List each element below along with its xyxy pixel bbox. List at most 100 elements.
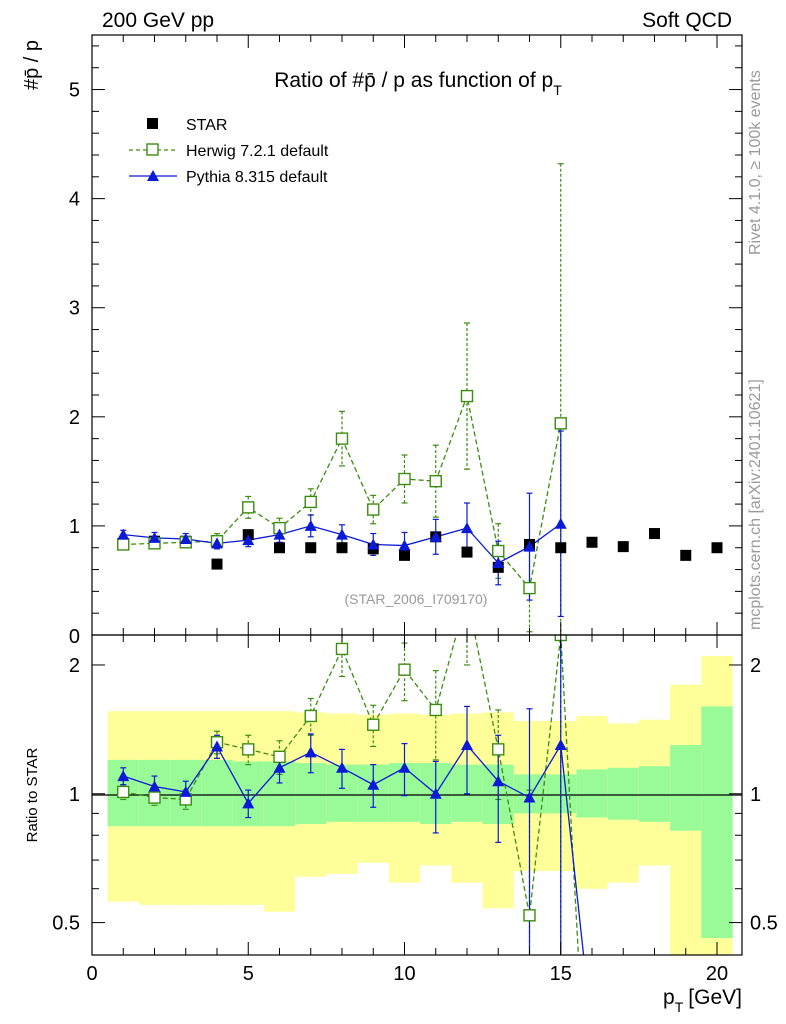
ratio-uncertainty-bands (107, 655, 733, 955)
x-axis-label-unit: [GeV] (688, 986, 742, 1009)
star-point (336, 542, 348, 554)
main-plot-layer (117, 163, 723, 635)
ratio-pythia-point (179, 785, 192, 797)
header-right: Soft QCD (642, 9, 732, 32)
star-point (711, 542, 723, 554)
ratio-band-inner (701, 706, 733, 939)
legend-herwig-marker (146, 143, 159, 156)
legend-star-label: STAR (186, 117, 227, 134)
ratio-band-inner (607, 767, 639, 820)
star-point (586, 536, 598, 548)
ratio-herwig-line (123, 635, 580, 955)
ratio-herwig-point (273, 750, 286, 764)
herwig-point (367, 503, 380, 516)
ratio-y-tick-label-right: 1 (750, 784, 761, 806)
ratio-pythia-point (304, 746, 317, 758)
herwig-point (117, 538, 130, 551)
ratio-herwig-point (242, 743, 255, 756)
x-tick-label: 0 (86, 963, 97, 985)
pythia-point (492, 557, 505, 568)
x-tick-label: 20 (706, 963, 728, 985)
ratio-pythia-point (273, 761, 286, 773)
pythia-point (242, 534, 255, 546)
ratio-y-tick-label: 2 (69, 655, 80, 677)
herwig-point (398, 472, 411, 486)
star-point (461, 546, 473, 558)
legend-pythia-label: Pythia 8.315 default (186, 169, 328, 186)
ratio-pythia-line (123, 743, 585, 955)
star-point (555, 542, 567, 554)
pythia-point (554, 517, 567, 529)
ratio-pythia-point (554, 739, 567, 751)
ratio-pythia-point (211, 740, 223, 752)
ratio-pythia-point (492, 775, 505, 787)
star-point (305, 542, 317, 554)
ratio-pythia-point (117, 770, 130, 782)
main-y-axis-label: #p̄ / p (21, 40, 43, 90)
ratio-herwig-point (492, 743, 505, 756)
pythia-point (336, 528, 348, 540)
ratio-herwig-point (523, 909, 536, 922)
main-y-tick-label: 5 (69, 80, 80, 102)
star-point (649, 528, 660, 540)
x-axis-label: pT [GeV] (663, 986, 742, 1015)
ratio-herwig-point (148, 791, 161, 804)
main-y-tick-label: 3 (69, 298, 80, 320)
main-title: Ratio of #p̄ / p as function of pT (274, 69, 562, 98)
ratio-herwig-point (304, 709, 317, 723)
ratio-herwig-point (367, 718, 380, 731)
ratio-band-inner (576, 769, 608, 818)
herwig-point (492, 544, 505, 558)
main-y-tick-label: 2 (69, 407, 80, 429)
star-point (274, 542, 285, 554)
herwig-point (523, 581, 536, 595)
axes-ticks: 0 5 10 15 20 1 2 3 4 5 0 0.5 0.5 1 1 2 2 (52, 35, 778, 985)
legend: STAR Herwig 7.2.1 default Pythia 8.315 d… (129, 117, 329, 186)
herwig-point (554, 417, 567, 430)
pythia-point (273, 528, 286, 540)
ratio-y-tick-label-right: 0.5 (750, 913, 778, 935)
ratio-y-tick-label: 1 (69, 784, 80, 806)
herwig-point (304, 495, 317, 509)
ratio-pythia-point (461, 739, 473, 751)
ratio-band-inner (670, 745, 702, 831)
ratio-plot-frame (91, 634, 743, 956)
x-tick-label: 15 (550, 963, 572, 985)
pythia-point (211, 537, 223, 549)
pythia-point (179, 533, 192, 544)
main-y-tick-label: 4 (69, 189, 80, 211)
ratio-pythia-point (367, 778, 380, 790)
ratio-herwig-point (335, 642, 349, 656)
herwig-point (335, 432, 349, 445)
ratio-pythia-point (398, 761, 411, 773)
pythia-point (523, 540, 536, 552)
pythia-point (461, 522, 473, 534)
main-y-tick-label: 1 (69, 516, 80, 538)
legend-star-marker (147, 118, 158, 129)
ratio-pythia-point (523, 791, 536, 803)
legend-herwig-label: Herwig 7.2.1 default (186, 143, 329, 160)
main-y-zero-label: 0 (69, 626, 80, 648)
ratio-herwig-point (117, 785, 130, 799)
pythia-point (429, 530, 442, 542)
pythia-point (117, 528, 130, 540)
pythia-point (148, 531, 161, 543)
pythia-point (367, 538, 380, 550)
main-data (117, 163, 723, 635)
pythia-point (398, 539, 411, 551)
header-left: 200 GeV pp (102, 9, 214, 32)
legend-pythia-marker (147, 170, 159, 181)
ratio-pythia-point (429, 787, 442, 799)
pythia-point (304, 519, 317, 531)
herwig-point (429, 474, 442, 488)
ratio-band-inner (638, 766, 671, 822)
x-axis-label-subscript: T (675, 999, 684, 1015)
main-title-subscript: T (553, 82, 562, 98)
mcplots-side-label: mcplots.cern.ch [arXiv:2401.10621] (747, 379, 764, 630)
herwig-point (460, 389, 474, 403)
star-point (680, 549, 692, 561)
ratio-band-inner (201, 759, 233, 827)
rivet-side-label: Rivet 4.1.0, ≥ 100k events (747, 70, 764, 255)
herwig-point (242, 501, 255, 514)
